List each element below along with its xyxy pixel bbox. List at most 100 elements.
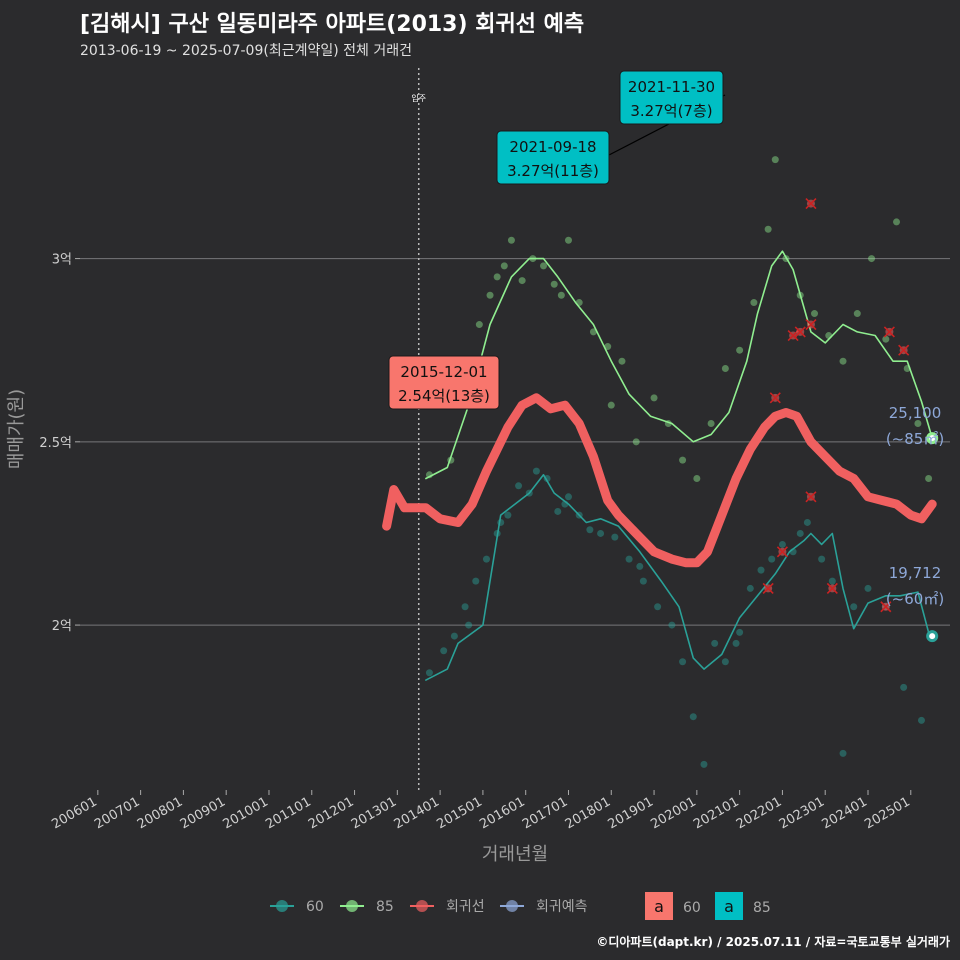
scatter-point-85 — [707, 420, 715, 428]
x-tick-label: 201601 — [477, 794, 527, 832]
scatter-point-60 — [839, 749, 847, 757]
callout-value: 2.54억(13층) — [398, 387, 490, 405]
scatter-point-60 — [450, 632, 458, 640]
legend-label-key — [715, 892, 743, 920]
callout-box — [619, 70, 724, 125]
scatter-point-60 — [746, 584, 754, 592]
legend-label-text: 85 — [753, 900, 771, 916]
x-tick-label: 200801 — [135, 794, 185, 832]
scatter-point-60 — [465, 621, 473, 629]
scatter-point-60 — [515, 482, 523, 490]
scatter-point-85 — [771, 156, 779, 164]
y-tick-label: 3억 — [52, 253, 72, 268]
scatter-point-60 — [689, 713, 697, 721]
legend-label-text: 60 — [683, 900, 701, 916]
scatter-point-60 — [828, 577, 836, 585]
legend-key-dot — [276, 900, 288, 912]
regression-mark-cross — [805, 491, 817, 503]
move-in-label: 입주 — [411, 94, 426, 103]
series-line-regression — [382, 393, 937, 568]
forecast-area-label: (~85㎡) — [886, 430, 944, 448]
scatter-point-60 — [736, 628, 744, 636]
scatter-point-60 — [818, 555, 826, 563]
scatter-point-85 — [736, 346, 744, 354]
x-tick-label: 201801 — [563, 794, 613, 832]
x-tick-label: 200901 — [178, 794, 228, 832]
y-tick-label: 2.5억 — [39, 436, 72, 451]
legend-key-dot — [346, 900, 358, 912]
x-tick-label: 202501 — [862, 794, 912, 832]
x-tick-label: 201901 — [606, 794, 656, 832]
x-tick-label: 201501 — [434, 794, 484, 832]
scatter-point-60 — [639, 577, 647, 585]
scatter-point-60 — [721, 658, 729, 666]
scatter-point-85 — [721, 365, 729, 373]
scatter-point-60 — [768, 555, 776, 563]
scatter-point-85 — [540, 262, 548, 270]
regression-mark-cross — [880, 601, 892, 613]
regression-mark-cross — [776, 546, 788, 558]
scatter-point-85 — [564, 236, 572, 244]
scatter-point-60 — [917, 716, 925, 724]
scatter-point-85 — [893, 218, 901, 226]
scatter-point-60 — [504, 511, 512, 519]
regression-mark-cross — [826, 582, 838, 594]
chart-subtitle: 2013-06-19 ~ 2025-07-09(최근계약일) 전체 거래건 — [80, 43, 412, 59]
scatter-point-85 — [925, 474, 933, 482]
x-tick-label: 201001 — [220, 794, 270, 832]
x-tick-label: 200601 — [49, 794, 99, 832]
series-line-85 — [425, 250, 933, 480]
scatter-point-85 — [632, 438, 640, 446]
y-tick-label: 2억 — [52, 619, 72, 634]
scatter-point-85 — [507, 236, 515, 244]
callout-date: 2021-11-30 — [628, 78, 715, 96]
legend-label-glyph: a — [654, 897, 664, 916]
footer-credit: ©디아파트(dapt.kr) / 2025.07.11 / 자료=국토교통부 실… — [596, 935, 950, 949]
x-tick-label: 202201 — [734, 794, 784, 832]
scatter-point-60 — [654, 603, 662, 611]
legend-item-label: 85 — [376, 899, 394, 915]
scatter-point-60 — [636, 562, 644, 570]
regression-mark-cross — [883, 326, 895, 338]
scatter-point-85 — [882, 335, 890, 343]
regression-mark-cross — [805, 318, 817, 331]
scatter-point-85 — [853, 310, 861, 318]
callout-box — [496, 130, 610, 185]
legend-item-label: 회귀선 — [446, 899, 485, 915]
scatter-point-60 — [472, 577, 480, 585]
y-axis-title: 매매가(원) — [6, 389, 27, 469]
scatter-point-60 — [625, 555, 633, 563]
regression-mark-cross — [794, 326, 806, 338]
x-tick-label: 201101 — [263, 794, 313, 832]
x-tick-label: 201401 — [392, 794, 442, 832]
legend-item-label: 회귀예측 — [536, 899, 588, 915]
scatter-point-60 — [425, 669, 433, 677]
scatter-point-85 — [650, 394, 658, 402]
callout-value: 3.27억(11층) — [507, 162, 599, 180]
scatter-point-85 — [557, 291, 565, 299]
forecast-value-label: 19,712 — [889, 564, 942, 582]
scatter-point-85 — [914, 420, 922, 428]
forecast-area-label: (~60㎡) — [886, 590, 944, 608]
scatter-point-85 — [839, 357, 847, 365]
series-line-60 — [425, 474, 930, 681]
x-tick-label: 201301 — [349, 794, 399, 832]
x-tick-label: 200701 — [92, 794, 142, 832]
x-axis-title: 거래년월 — [482, 844, 548, 865]
scatter-point-60 — [611, 533, 619, 541]
scatter-point-85 — [500, 262, 508, 270]
scatter-point-60 — [679, 658, 687, 666]
callout-box — [388, 355, 500, 410]
scatter-point-85 — [868, 255, 876, 263]
scatter-point-60 — [700, 760, 708, 768]
scatter-point-60 — [482, 555, 490, 563]
scatter-point-60 — [778, 540, 786, 548]
scatter-point-85 — [679, 456, 687, 464]
x-tick-label: 202101 — [691, 794, 741, 832]
scatter-point-60 — [864, 584, 872, 592]
scatter-point-60 — [803, 518, 811, 526]
x-tick-label: 202301 — [777, 794, 827, 832]
scatter-point-85 — [764, 225, 772, 233]
scatter-point-85 — [518, 277, 526, 285]
scatter-point-85 — [607, 401, 615, 409]
